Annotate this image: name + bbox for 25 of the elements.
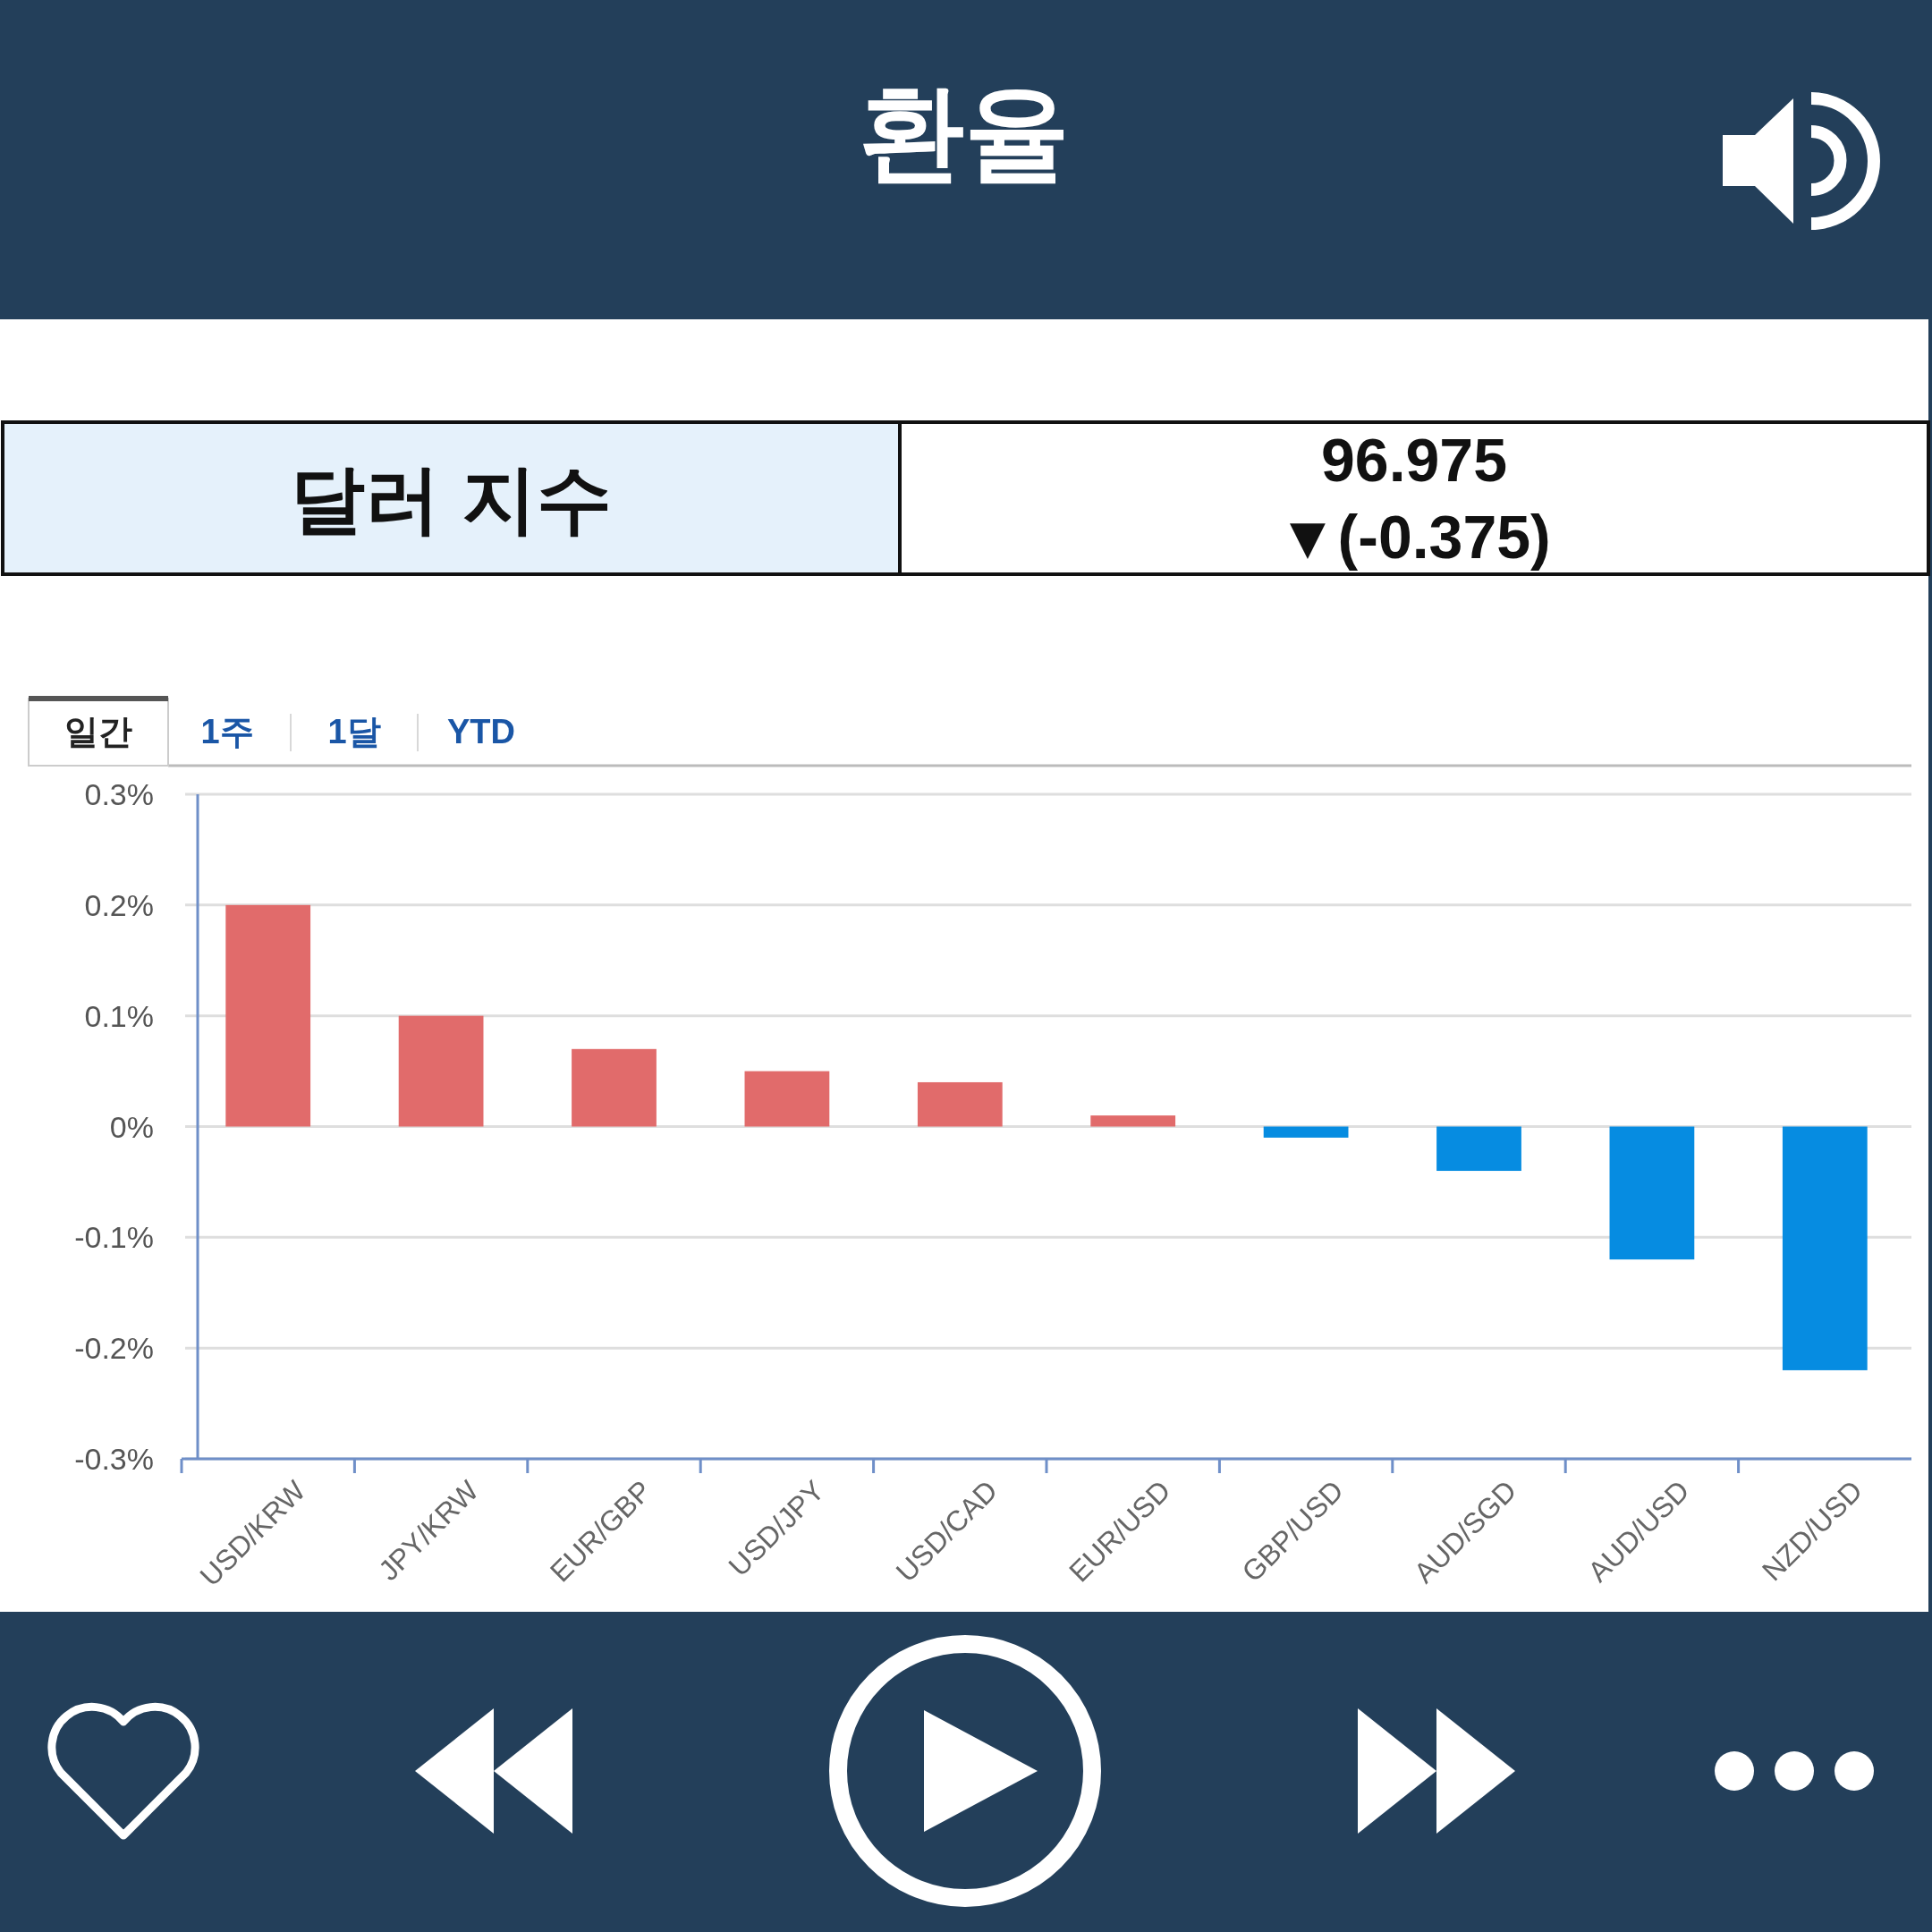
text: 환율 xyxy=(859,73,1070,191)
y-tick-label: 0.3% xyxy=(84,777,154,811)
text: 96.975 xyxy=(1321,426,1507,494)
text: ▼(-0.375) xyxy=(1277,503,1551,571)
bar xyxy=(1263,1126,1349,1138)
y-tick-label: 0.1% xyxy=(84,998,154,1033)
bar xyxy=(1090,1115,1176,1127)
bar xyxy=(917,1081,1003,1127)
y-tick-label: -0.2% xyxy=(74,1331,154,1366)
bar xyxy=(1609,1126,1695,1260)
y-tick-label: -0.1% xyxy=(74,1220,154,1255)
text: 1주 xyxy=(200,713,254,750)
y-tick-label: -0.3% xyxy=(74,1442,154,1476)
text: 1달 xyxy=(327,713,381,750)
text: YTD xyxy=(447,713,515,750)
bar xyxy=(1782,1126,1868,1370)
bar xyxy=(225,904,311,1127)
bar xyxy=(1436,1126,1521,1172)
y-tick-label: 0.2% xyxy=(84,887,154,922)
y-tick-label: 0% xyxy=(109,1109,154,1144)
chart-subtitle: 일간 xyxy=(64,713,132,750)
text: 달러 지수 xyxy=(290,457,612,541)
bar xyxy=(744,1071,830,1127)
bar xyxy=(398,1015,484,1127)
bar xyxy=(572,1048,657,1127)
